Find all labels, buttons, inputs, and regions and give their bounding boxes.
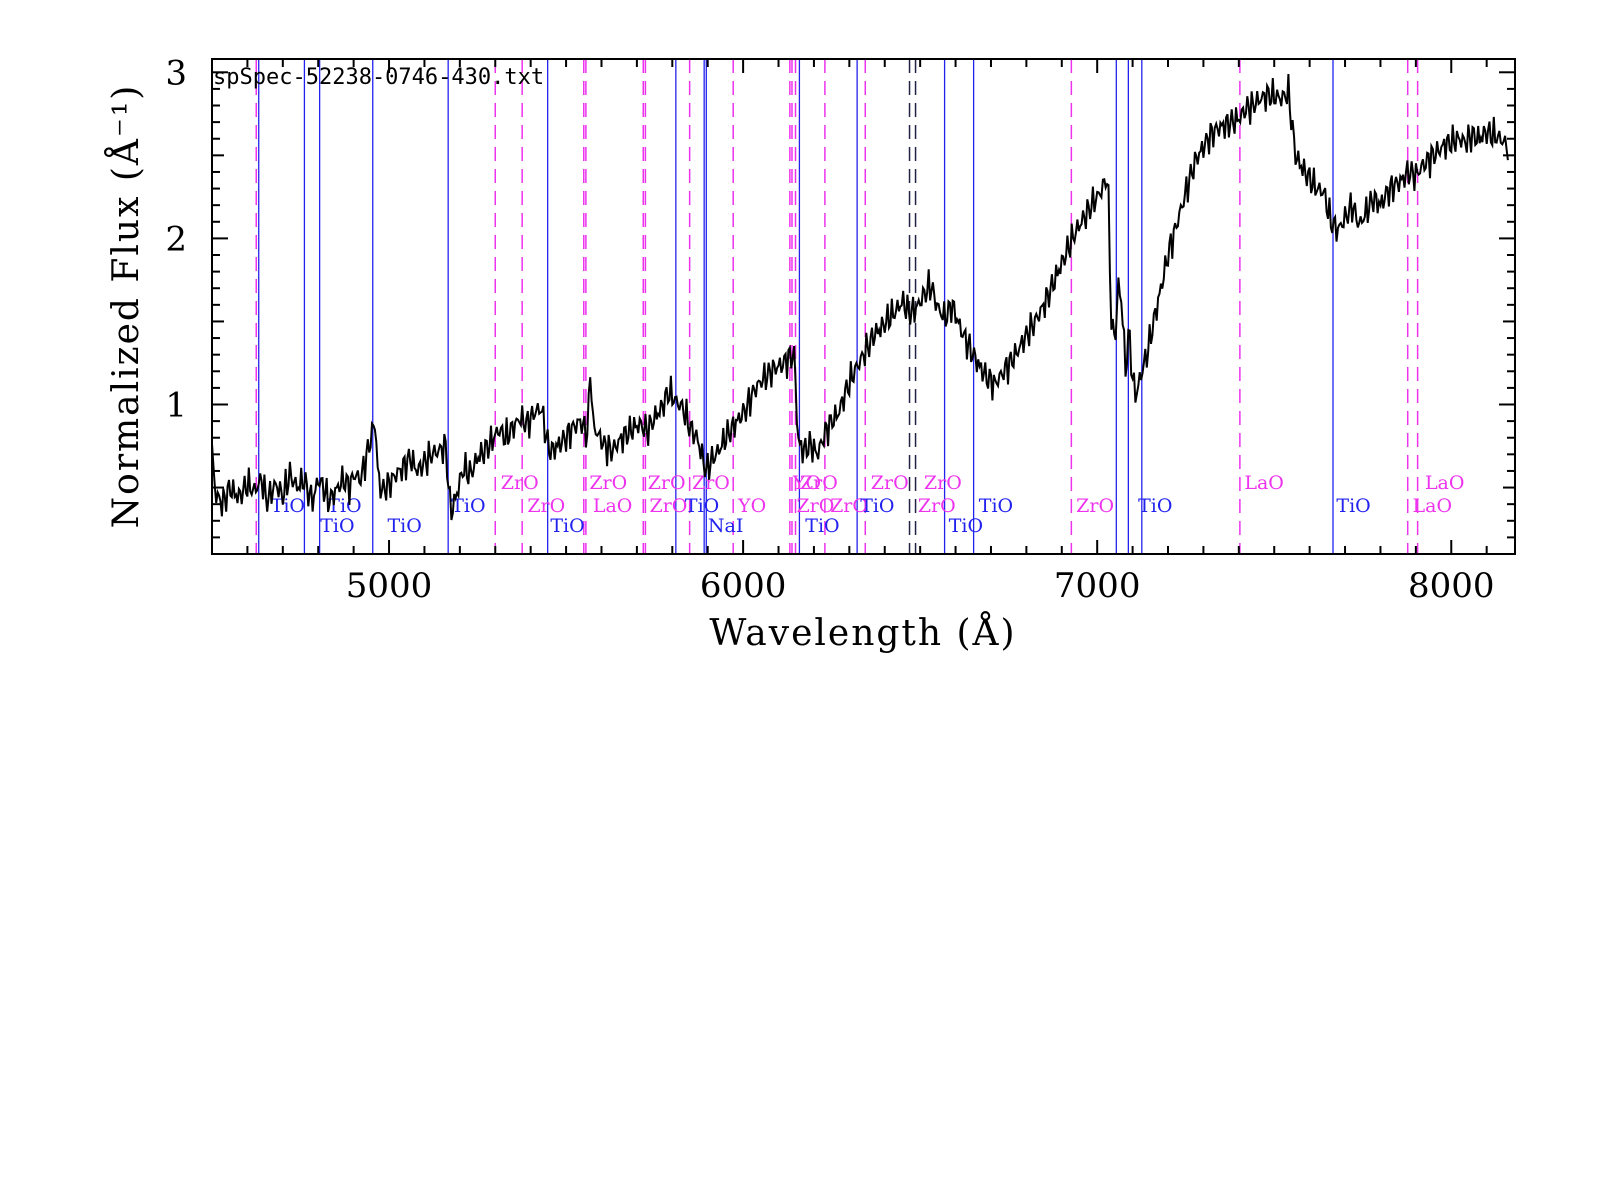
line-label: LaO <box>1244 472 1284 494</box>
line-label: TiO <box>685 495 719 517</box>
line-label: LaO <box>593 495 633 517</box>
line-label: TiO <box>550 515 584 537</box>
line-label: ZrO <box>527 495 565 517</box>
y-tick-label: 2 <box>165 219 187 259</box>
line-label: ZrO <box>796 495 834 517</box>
line-label: ZrO <box>589 472 627 494</box>
line-label: ZrO <box>871 472 909 494</box>
x-axis: 5000 6000 7000 8000 <box>246 59 1495 606</box>
x-tick-label: 5000 <box>346 566 433 606</box>
line-label: ZrO <box>650 495 688 517</box>
line-label: TiO <box>271 495 305 517</box>
line-label: TiO <box>451 495 485 517</box>
x-tick-label: 6000 <box>700 566 787 606</box>
line-label: TiO <box>387 515 421 537</box>
line-label: ZrO <box>1076 495 1114 517</box>
line-label: TiO <box>949 515 983 537</box>
y-axis-label: Normalized Flux (Å⁻¹) <box>105 84 147 529</box>
y-tick-label: 1 <box>165 386 187 426</box>
line-label: TiO <box>327 495 361 517</box>
line-label: NaI <box>708 515 743 537</box>
y-tick-label: 3 <box>165 53 187 93</box>
y-axis: 1 2 3 <box>165 53 1515 539</box>
line-label: TiO <box>1138 495 1172 517</box>
line-label: ZrO <box>924 472 962 494</box>
x-axis-label: Wavelength (Å) <box>709 612 1016 654</box>
spectral-line-markers <box>255 59 1419 554</box>
line-label: ZrO <box>830 495 868 517</box>
line-label: ZrO <box>918 495 956 517</box>
spectrum-series-line <box>211 74 1509 521</box>
plot-frame <box>211 58 1516 555</box>
line-label: YO <box>737 495 766 517</box>
line-label: ZrO <box>501 472 539 494</box>
line-label: ZrO <box>800 472 838 494</box>
x-tick-label: 8000 <box>1408 566 1495 606</box>
line-label: YO <box>792 472 821 494</box>
line-label: TiO <box>320 515 354 537</box>
line-label: LaO <box>1413 495 1453 517</box>
line-label: TiO <box>860 495 894 517</box>
line-label: TiO <box>805 515 839 537</box>
x-tick-label: 7000 <box>1054 566 1141 606</box>
spectral-line-labels: TiOTiOTiOTiOTiOZrOZrOTiOZrOLaOZrOZrOZrOT… <box>271 472 1465 537</box>
line-label: LaO <box>1425 472 1465 494</box>
line-label: TiO <box>1336 495 1370 517</box>
line-label: ZrO <box>692 472 730 494</box>
chart-title: spSpec-52238-0746-430.txt <box>213 65 544 90</box>
line-label: TiO <box>979 495 1013 517</box>
line-label: ZrO <box>648 472 686 494</box>
